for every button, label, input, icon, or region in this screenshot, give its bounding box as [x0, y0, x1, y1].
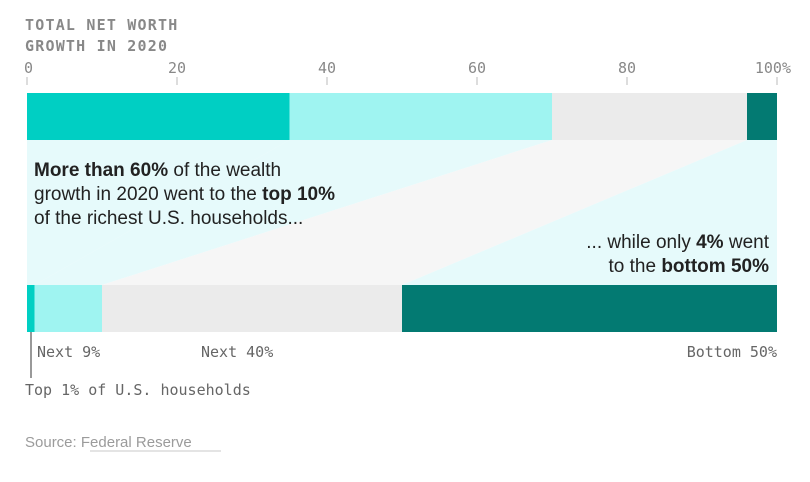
bar-growth-top1: [27, 93, 290, 140]
tick-label: 0: [24, 59, 33, 77]
annotation-text: growth in 2020 went to the: [34, 184, 262, 205]
annotation-emphasis: top 10%: [262, 184, 335, 205]
bar-households-bottom50: [402, 285, 777, 332]
band-top1: [27, 140, 290, 285]
annotation-text: of the richest U.S. households...: [34, 208, 303, 229]
top-stacked-bar: [27, 93, 777, 140]
label-next-9: Next 9%: [37, 343, 100, 361]
band-next40: [102, 140, 747, 285]
bottom-stacked-bar: [27, 285, 777, 332]
bar-growth-next40: [552, 93, 747, 140]
bar-growth-next9: [289, 93, 552, 140]
bar-growth-bottom50: [747, 93, 777, 140]
annotation-emphasis: bottom 50%: [661, 256, 769, 277]
chart-title-line1: TOTAL NET WORTH: [25, 16, 178, 34]
tick-label: 60: [468, 59, 486, 77]
axis-ticks: 0 20 40 60 80 100%: [24, 59, 791, 85]
label-bottom-50: Bottom 50%: [687, 343, 777, 361]
annotation-bottom-line1: ... while only 4% went: [586, 232, 769, 253]
bar-households-top1: [27, 285, 35, 332]
annotation-text: of the wealth: [168, 160, 281, 181]
annotation-top-line1: More than 60% of the wealth: [34, 160, 281, 181]
band-bottom50: [402, 140, 777, 285]
annotation-text: ... while only: [586, 232, 696, 253]
tick-label: 40: [318, 59, 336, 77]
chart-title-line2: GROWTH IN 2020: [25, 37, 168, 55]
source-link[interactable]: Federal Reserve: [81, 434, 192, 451]
connector-bands: [27, 140, 777, 285]
bar-households-next9: [34, 285, 102, 332]
annotation-emphasis: More than 60%: [34, 160, 168, 181]
band-next9: [34, 140, 552, 285]
annotation-text: to the: [608, 256, 661, 277]
annotation-top-line2: growth in 2020 went to the top 10%: [34, 184, 335, 205]
label-next-40: Next 40%: [201, 343, 273, 361]
annotation-bottom-line2: to the bottom 50%: [608, 256, 769, 277]
label-top-1: Top 1% of U.S. households: [25, 381, 251, 399]
annotation-emphasis: 4%: [696, 232, 724, 253]
tick-label: 20: [168, 59, 186, 77]
bar-households-next40: [102, 285, 402, 332]
source-prefix: Source:: [25, 434, 81, 451]
source-note: Source: Federal Reserve: [25, 434, 192, 451]
tick-label: 80: [618, 59, 636, 77]
annotation-top-line3: of the richest U.S. households...: [34, 208, 303, 229]
annotation-text: went: [724, 232, 770, 253]
tick-label: 100%: [755, 59, 791, 77]
